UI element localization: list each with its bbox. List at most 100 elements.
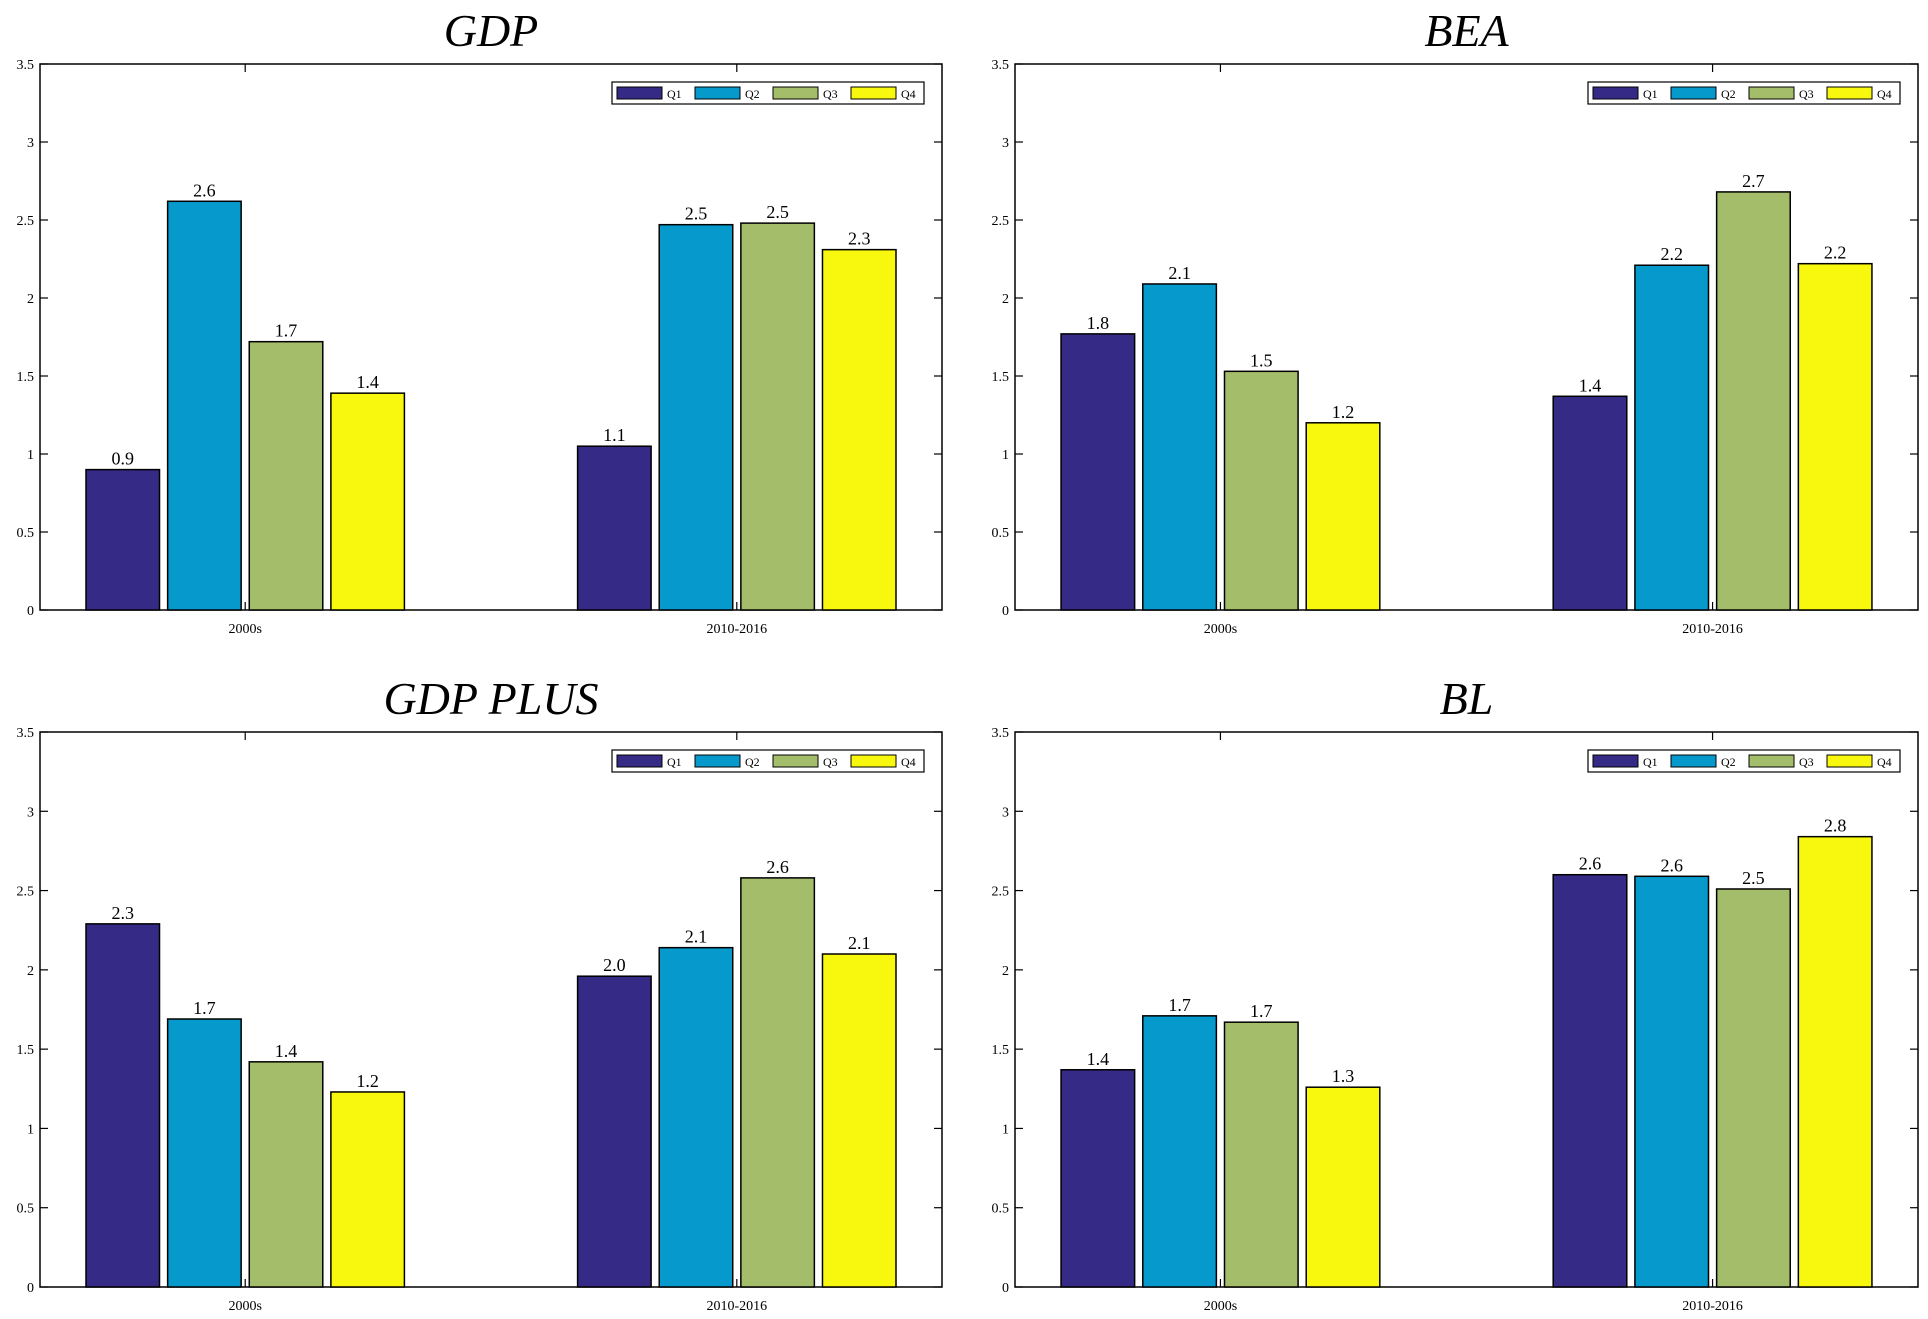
data-label: 2.0 xyxy=(603,955,626,975)
y-tick-label: 1 xyxy=(27,1122,34,1137)
bar-q4 xyxy=(821,248,897,611)
legend-label: Q2 xyxy=(745,755,760,769)
axes-box xyxy=(1014,63,1919,611)
legend-box xyxy=(611,749,925,773)
legend-box xyxy=(1587,749,1901,773)
y-tick-label: 1.5 xyxy=(17,370,35,385)
legend-box xyxy=(1587,81,1901,105)
data-label: 1.5 xyxy=(1250,350,1273,370)
data-label: 1.8 xyxy=(1087,313,1110,333)
bar-q3 xyxy=(1715,888,1791,1288)
y-tick-label: 3 xyxy=(27,136,34,151)
data-label: 2.3 xyxy=(848,229,871,249)
legend-swatch-q2 xyxy=(1670,86,1717,100)
y-tick-label: 2 xyxy=(27,292,34,307)
bar-q3 xyxy=(1223,370,1299,611)
y-tick-label: 3 xyxy=(27,805,34,820)
y-tick-label: 2.5 xyxy=(17,885,35,900)
data-label: 1.3 xyxy=(1332,1066,1355,1086)
data-label: 1.4 xyxy=(275,1041,298,1061)
axes-box xyxy=(39,63,943,611)
category-label: 2010-2016 xyxy=(1682,622,1743,637)
legend-swatch-q3 xyxy=(772,754,819,768)
legend: Q1 Q2 Q3 Q4 xyxy=(611,749,925,773)
data-label: 2.2 xyxy=(1824,243,1847,263)
legend-label: Q2 xyxy=(1721,87,1736,101)
y-tick-label: 2 xyxy=(1002,964,1009,979)
data-label: 2.3 xyxy=(112,903,135,923)
y-tick-label: 1 xyxy=(27,448,34,463)
bar-q1 xyxy=(85,923,161,1288)
data-label: 2.6 xyxy=(193,180,216,200)
legend-label: Q3 xyxy=(1799,87,1814,101)
y-tick-label: 3.5 xyxy=(992,726,1010,741)
y-tick-label: 1 xyxy=(1002,1122,1009,1137)
legend-label: Q2 xyxy=(745,87,760,101)
bar-q1 xyxy=(576,975,652,1288)
bar-q1 xyxy=(1552,395,1628,611)
bar-q4 xyxy=(1305,1086,1381,1288)
bar-q4 xyxy=(1797,835,1873,1288)
y-tick-label: 0.5 xyxy=(992,1202,1010,1217)
legend: Q1 Q2 Q3 Q4 xyxy=(1587,81,1901,105)
legend: Q1 Q2 Q3 Q4 xyxy=(611,81,925,105)
category-label: 2000s xyxy=(228,1299,261,1314)
bar-q2 xyxy=(658,223,734,611)
bar-q2 xyxy=(1634,875,1710,1288)
bar-q3 xyxy=(248,340,324,611)
data-label: 1.7 xyxy=(275,321,298,341)
legend-swatch-q1 xyxy=(616,754,663,768)
category-label: 2000s xyxy=(1204,1299,1237,1314)
bar-q3 xyxy=(248,1061,324,1288)
legend-label: Q4 xyxy=(901,755,916,769)
data-label: 1.2 xyxy=(1332,402,1355,422)
data-label: 2.5 xyxy=(685,204,708,224)
data-label: 2.1 xyxy=(848,933,871,953)
legend-swatch-q4 xyxy=(850,86,897,100)
legend-swatch-q1 xyxy=(1592,86,1639,100)
legend-label: Q3 xyxy=(823,87,838,101)
data-label: 1.7 xyxy=(1250,1001,1273,1021)
bar-q1 xyxy=(576,445,652,611)
bar-q4 xyxy=(821,953,897,1288)
legend-box xyxy=(611,81,925,105)
y-tick-label: 2 xyxy=(1002,292,1009,307)
data-label: 1.4 xyxy=(356,372,379,392)
bar-q4 xyxy=(1305,422,1381,611)
data-label: 1.7 xyxy=(1168,995,1191,1015)
category-label: 2010-2016 xyxy=(706,1299,767,1314)
data-label: 1.7 xyxy=(193,998,216,1018)
y-tick-label: 3 xyxy=(1002,805,1009,820)
legend-label: Q4 xyxy=(901,87,916,101)
legend-label: Q1 xyxy=(667,755,682,769)
y-tick-label: 1 xyxy=(1002,448,1009,463)
legend-label: Q3 xyxy=(1799,755,1814,769)
data-label: 2.7 xyxy=(1742,171,1765,191)
y-tick-label: 0.5 xyxy=(992,526,1010,541)
bar-q2 xyxy=(166,1018,242,1288)
chart-panel-1: GDP 0 0.5 1 1.5 2 2.5 3 3.5 2000s 0.9 2.6 1.7 1.4 2010… xyxy=(17,5,943,637)
category-label: 2000s xyxy=(228,622,261,637)
axes-box xyxy=(1014,731,1919,1288)
y-tick-label: 3.5 xyxy=(17,726,35,741)
y-tick-label: 2.5 xyxy=(17,214,35,229)
bar-q2 xyxy=(1634,264,1710,611)
legend-swatch-q1 xyxy=(616,86,663,100)
axes-box xyxy=(39,731,943,1288)
legend-swatch-q3 xyxy=(1748,754,1795,768)
bar-q4 xyxy=(330,392,406,611)
y-tick-label: 1.5 xyxy=(17,1043,35,1058)
legend-swatch-q4 xyxy=(1826,86,1873,100)
bar-q3 xyxy=(1223,1021,1299,1288)
data-label: 2.6 xyxy=(1660,855,1683,875)
legend-label: Q1 xyxy=(1643,87,1658,101)
data-label: 2.1 xyxy=(685,927,708,947)
data-label: 2.6 xyxy=(766,857,789,877)
data-label: 1.1 xyxy=(603,425,626,445)
y-tick-label: 1.5 xyxy=(992,370,1010,385)
data-label: 2.5 xyxy=(766,202,789,222)
y-tick-label: 0 xyxy=(27,604,34,619)
y-tick-label: 2.5 xyxy=(992,885,1010,900)
legend-label: Q1 xyxy=(1643,755,1658,769)
